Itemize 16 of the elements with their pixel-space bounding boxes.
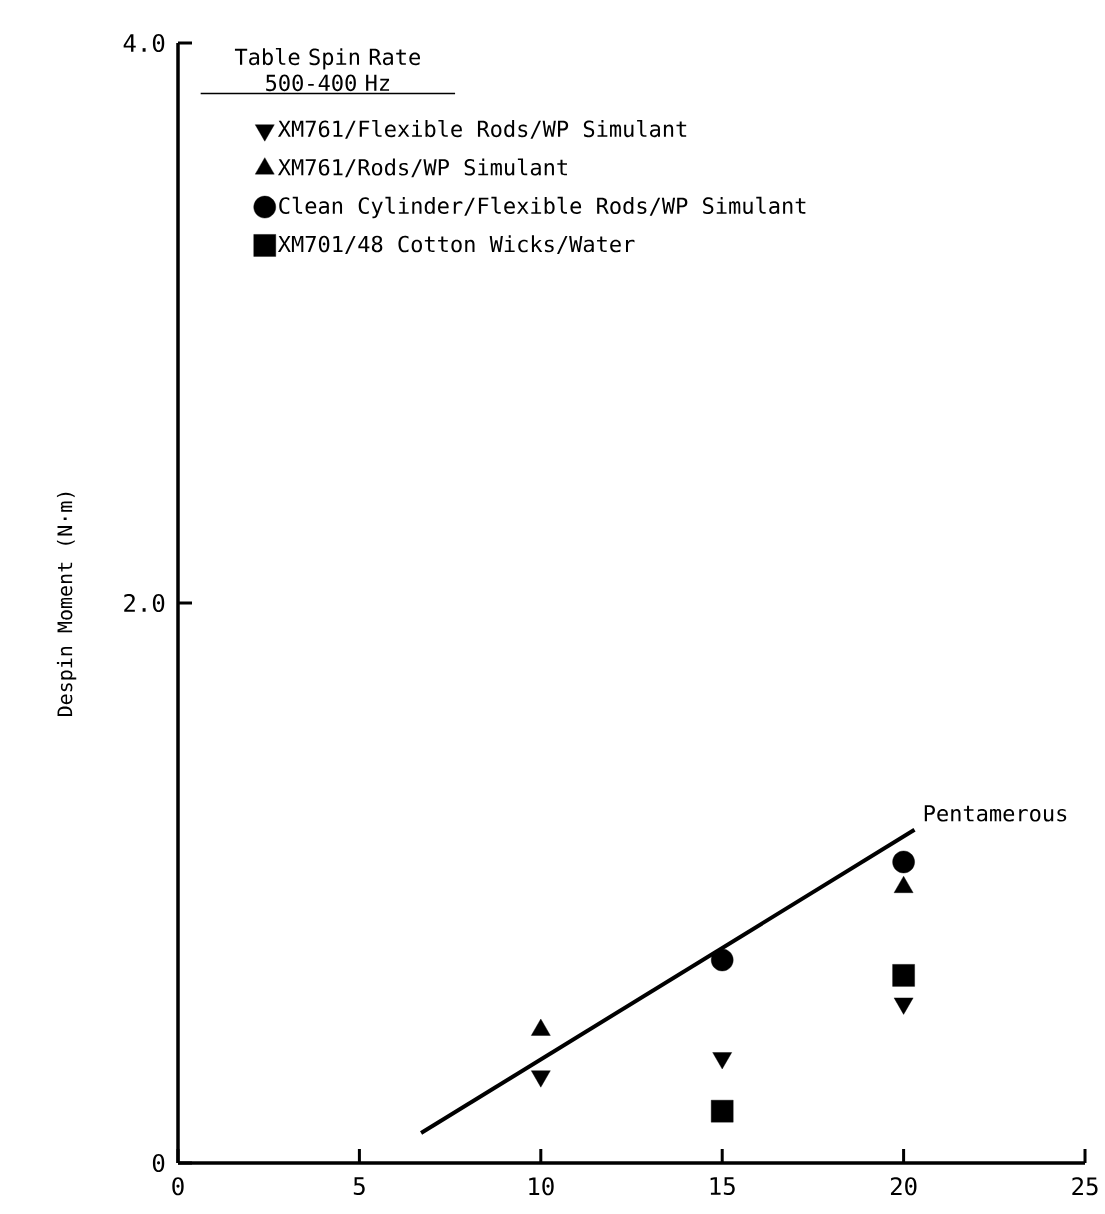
series-label: Pentamerous: [924, 805, 1067, 822]
y-axis-title: Despin Moment (N·m): [56, 492, 77, 717]
x-tick-label: 20: [890, 1177, 917, 1196]
legend-label: XM761/Flexible Rods/WP Simulant: [277, 120, 687, 139]
x-tick-label: 15: [710, 1177, 735, 1196]
y-tick-label: 2.0: [124, 593, 165, 613]
legend-title: Table Spin Rate 500-400 Hz: [234, 48, 420, 92]
legend-label: XM701/48 Cotton Wicks/Water: [277, 235, 635, 255]
x-tick-label: 5: [353, 1177, 365, 1196]
y-tick-label: 4.0: [123, 33, 165, 53]
y-tick-label: 0: [152, 1153, 165, 1173]
legend-label: Clean Cylinder/Flexible Rods/WP Simulant: [279, 196, 806, 219]
x-tick-label: 25: [1072, 1177, 1098, 1196]
x-tick-label: 10: [529, 1177, 554, 1196]
legend-label: XM761/Rods/WP Simulant: [277, 158, 567, 178]
x-tick-label: 0: [172, 1177, 184, 1196]
